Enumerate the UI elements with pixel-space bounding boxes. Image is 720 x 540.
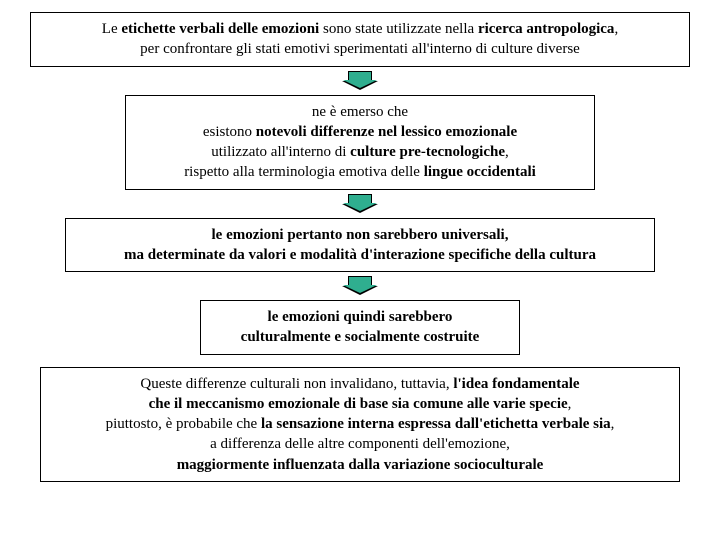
t: l'idea fondamentale [453,376,579,392]
box2-line1: ne è emerso che [140,102,580,122]
box4-line2: culturalmente e socialmente costruite [215,327,505,347]
arrow-tri-fill [343,203,377,211]
t: Queste differenze culturali non invalida… [140,376,453,392]
box5-line4: a differenza delle altre componenti dell… [55,434,665,454]
t: Le [102,21,122,37]
box2-line3: utilizzato all'interno di culture pre-te… [140,142,580,162]
t: , [614,21,618,37]
box5-line5: maggiormente influenzata dalla variazion… [55,455,665,475]
box1-line2: per confrontare gli stati emotivi sperim… [45,39,675,59]
arrow-down-icon [342,194,378,212]
t: , [505,144,509,160]
box-conclusion1: le emozioni pertanto non sarebbero unive… [65,218,655,273]
t: che il meccanismo emozionale di base sia… [149,396,568,412]
box-intro: Le etichette verbali delle emozioni sono… [30,12,690,67]
box-conclusion2: le emozioni quindi sarebbero culturalmen… [200,300,520,355]
box2-line2: esistono notevoli differenze nel lessico… [140,122,580,142]
t: ricerca antropologica [478,21,615,37]
box1-line1: Le etichette verbali delle emozioni sono… [45,19,675,39]
box3-line1: le emozioni pertanto non sarebbero unive… [80,225,640,245]
box-summary: Queste differenze culturali non invalida… [40,367,680,482]
arrow-tri-fill [343,80,377,88]
arrow-down-icon [342,276,378,294]
t: , [611,416,615,432]
t: culture pre-tecnologiche [350,144,505,160]
arrow-tri-fill [343,285,377,293]
box4-line1: le emozioni quindi sarebbero [215,307,505,327]
t: notevoli differenze nel lessico emoziona… [256,124,517,140]
box5-line3: piuttosto, è probabile che la sensazione… [55,414,665,434]
t: piuttosto, è probabile che [106,416,261,432]
t: rispetto alla terminologia emotiva delle [184,164,424,180]
t: , [568,396,572,412]
box3-line2: ma determinate da valori e modalità d'in… [80,245,640,265]
t: la sensazione interna espressa dall'etic… [261,416,611,432]
t: sono state utilizzate nella [319,21,478,37]
t: utilizzato all'interno di [211,144,350,160]
t: lingue occidentali [424,164,536,180]
arrow-down-icon [342,71,378,89]
box2-line4: rispetto alla terminologia emotiva delle… [140,162,580,182]
t: etichette verbali delle emozioni [121,21,319,37]
box-findings: ne è emerso che esistono notevoli differ… [125,95,595,190]
box5-line2: che il meccanismo emozionale di base sia… [55,394,665,414]
t: esistono [203,124,256,140]
box5-line1: Queste differenze culturali non invalida… [55,374,665,394]
